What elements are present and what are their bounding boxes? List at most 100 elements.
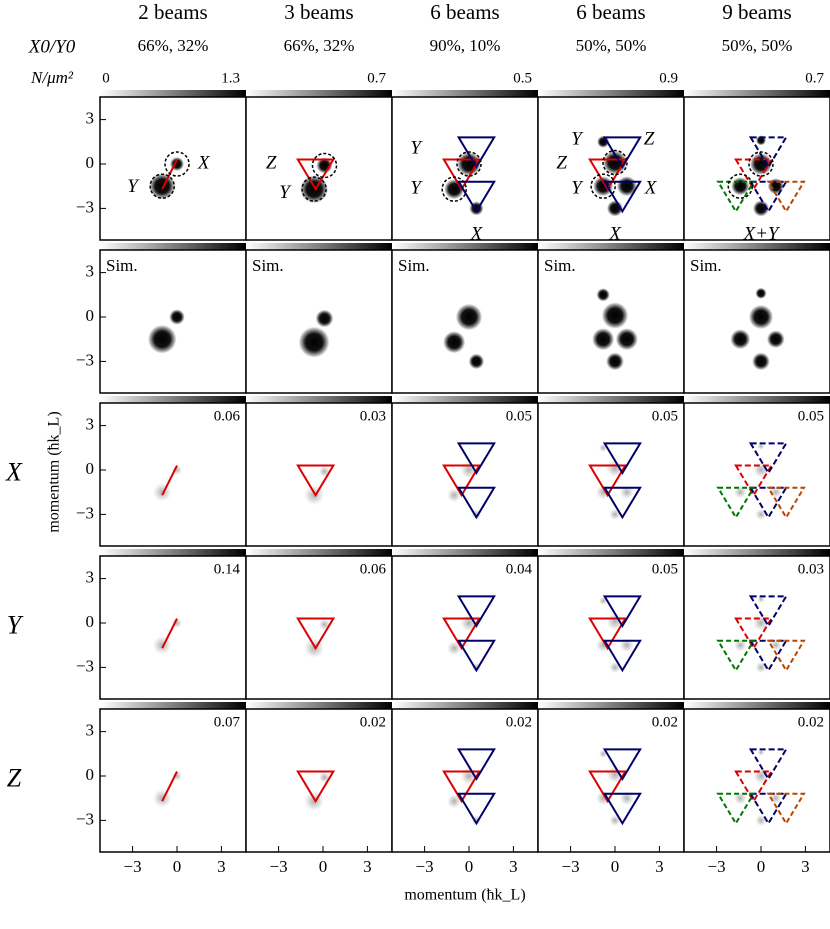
colorbar	[246, 396, 392, 403]
marker-triangle	[716, 639, 756, 673]
column-ratio: 66%, 32%	[138, 36, 209, 55]
panel-max: 0.06	[360, 561, 387, 577]
spot-circle	[727, 173, 754, 199]
colorbar	[100, 90, 246, 97]
y-tick-label: 3	[86, 415, 95, 434]
spot-circle	[301, 176, 327, 202]
marker-triangle	[442, 617, 482, 651]
colorbar	[538, 396, 684, 403]
atom-cloud	[592, 328, 615, 351]
marker-triangle	[602, 595, 642, 628]
atom-cloud	[149, 173, 176, 200]
sim-label: Sim.	[398, 256, 430, 275]
spot-label: Z	[266, 152, 277, 173]
atom-cloud	[733, 638, 747, 652]
panel-max: 0.14	[214, 561, 241, 577]
atom-cloud	[606, 766, 624, 783]
x-tick-label: −3	[124, 857, 142, 876]
marker-triangle	[602, 180, 642, 214]
colorbar	[684, 396, 830, 403]
marker-triangle	[442, 464, 482, 498]
atom-cloud	[169, 309, 185, 325]
column-ratio: 50%, 50%	[576, 36, 647, 55]
marker-triangle	[716, 792, 756, 826]
atom-cloud	[606, 613, 624, 630]
atom-cloud	[147, 324, 177, 354]
spot-circle	[164, 151, 190, 177]
spot-circle	[590, 173, 616, 199]
colorbar	[100, 243, 246, 250]
atom-cloud	[298, 326, 330, 358]
column-title: 9 beams	[722, 0, 791, 24]
spot-circle	[149, 173, 175, 199]
sim-label: Sim.	[106, 256, 138, 275]
spot-label: Y	[571, 129, 584, 150]
marker-triangle	[456, 595, 496, 628]
atom-cloud	[457, 152, 481, 176]
marker-triangle	[766, 180, 806, 214]
colorbar	[538, 90, 684, 97]
spot-circle	[456, 151, 482, 177]
colorbar-max: 0.7	[805, 70, 824, 86]
panel-max: 0.05	[652, 561, 678, 577]
column-ratio: 66%, 32%	[284, 36, 355, 55]
y-tick-label: 0	[86, 612, 95, 631]
atom-cloud	[733, 485, 747, 499]
marker-triangle	[588, 617, 628, 651]
x-tick-label: 3	[217, 857, 226, 876]
column-ratio: 90%, 10%	[430, 36, 501, 55]
atom-cloud	[455, 303, 483, 331]
spot-label: Z	[556, 152, 567, 173]
spot-circle	[311, 152, 338, 179]
y-tick-label: 0	[86, 153, 95, 172]
red-line	[161, 618, 178, 649]
spot-circle	[441, 176, 467, 202]
x-tick-label: 0	[319, 857, 328, 876]
colorbar	[392, 702, 538, 709]
ratio-label: X0/Y0	[28, 36, 76, 57]
atom-cloud	[733, 791, 747, 805]
sim-label: Sim.	[544, 256, 576, 275]
spot-label: X+Y	[743, 223, 781, 244]
colorbar	[100, 396, 246, 403]
atom-cloud	[757, 442, 765, 450]
panel-max: 0.05	[506, 408, 532, 424]
panel	[245, 555, 393, 700]
colorbar	[100, 549, 246, 556]
marker-triangle	[716, 486, 756, 520]
panel-max: 0.05	[798, 408, 824, 424]
colorbar	[246, 549, 392, 556]
marker-triangle	[602, 748, 642, 781]
y-tick-label: 0	[86, 459, 95, 478]
atom-cloud	[770, 486, 782, 498]
atom-cloud	[304, 638, 324, 658]
marker-triangle	[588, 770, 628, 804]
colorbar	[538, 243, 684, 250]
marker-triangle	[456, 136, 496, 169]
row-label: Z	[7, 763, 22, 792]
atom-cloud	[767, 330, 785, 349]
atom-cloud	[596, 288, 610, 302]
column-ratio: 50%, 50%	[722, 36, 793, 55]
y-tick-label: 3	[86, 721, 95, 740]
spot-circle	[602, 149, 628, 176]
marker-triangle	[766, 486, 806, 520]
panel	[245, 402, 393, 547]
panel-max: 0.02	[652, 714, 678, 730]
atom-cloud	[153, 789, 172, 808]
atom-cloud	[770, 639, 782, 651]
panel-max: 0.06	[214, 408, 241, 424]
panel-max: 0.02	[506, 714, 532, 730]
x-tick-label: 3	[801, 857, 810, 876]
column-title: 2 beams	[138, 0, 207, 24]
spot-circle	[748, 151, 774, 177]
x-tick-label: 0	[757, 857, 766, 876]
atom-cloud	[468, 353, 485, 370]
atom-cloud	[447, 794, 462, 809]
column-title: 6 beams	[430, 0, 499, 24]
atom-cloud	[447, 488, 462, 503]
y-tick-label: 0	[86, 306, 95, 325]
x-tick-label: 0	[173, 857, 182, 876]
y-tick-label: 3	[86, 262, 95, 281]
